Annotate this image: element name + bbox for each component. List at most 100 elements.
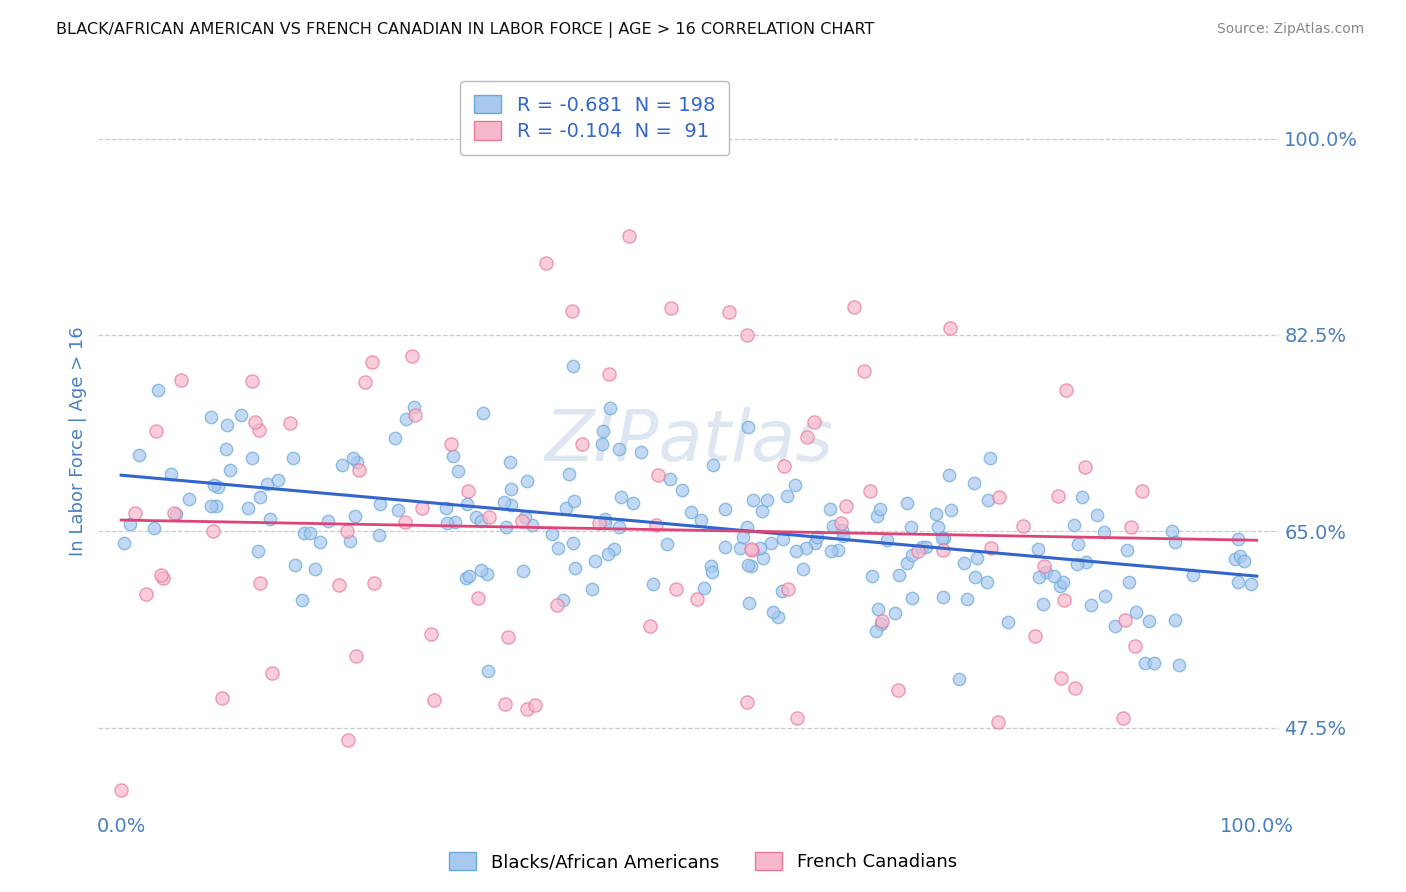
Point	[870, 616, 893, 631]
Point	[956, 592, 979, 607]
Point	[776, 582, 799, 596]
Point	[236, 500, 259, 515]
Point	[1223, 551, 1246, 566]
Point	[773, 459, 796, 474]
Point	[786, 710, 808, 724]
Point	[231, 408, 253, 422]
Point	[948, 672, 970, 686]
Point	[1074, 460, 1097, 475]
Point	[977, 493, 1000, 508]
Point	[591, 436, 613, 450]
Point	[900, 520, 922, 534]
Point	[1032, 558, 1054, 573]
Point	[741, 542, 763, 557]
Point	[177, 492, 200, 507]
Point	[387, 502, 409, 516]
Point	[766, 610, 789, 624]
Point	[516, 702, 538, 716]
Point	[401, 349, 423, 363]
Point	[354, 375, 377, 389]
Point	[775, 489, 797, 503]
Point	[761, 536, 783, 550]
Point	[240, 374, 263, 388]
Point	[997, 615, 1019, 629]
Point	[477, 664, 499, 678]
Point	[404, 409, 426, 423]
Point	[211, 691, 233, 706]
Point	[907, 543, 929, 558]
Point	[291, 593, 314, 607]
Point	[647, 468, 669, 483]
Point	[588, 516, 610, 530]
Point	[700, 559, 723, 574]
Point	[665, 582, 688, 596]
Point	[1163, 613, 1185, 627]
Point	[1032, 597, 1054, 611]
Point	[420, 627, 443, 641]
Point	[440, 437, 463, 451]
Point	[1112, 711, 1135, 725]
Point	[523, 698, 546, 712]
Point	[641, 577, 664, 591]
Point	[447, 464, 470, 478]
Point	[740, 558, 762, 573]
Point	[411, 500, 433, 515]
Point	[1071, 490, 1094, 504]
Point	[796, 430, 818, 444]
Point	[689, 513, 711, 527]
Point	[202, 478, 225, 492]
Point	[599, 401, 621, 415]
Point	[262, 665, 284, 680]
Point	[785, 544, 807, 558]
Point	[679, 505, 702, 519]
Point	[475, 567, 498, 582]
Point	[932, 542, 955, 557]
Point	[496, 631, 519, 645]
Point	[555, 500, 578, 515]
Point	[693, 581, 716, 595]
Point	[748, 541, 770, 556]
Point	[342, 450, 364, 465]
Point	[671, 483, 693, 498]
Point	[124, 506, 146, 520]
Point	[281, 451, 304, 466]
Point	[823, 519, 845, 533]
Point	[337, 733, 360, 747]
Point	[363, 576, 385, 591]
Point	[370, 497, 392, 511]
Point	[887, 568, 910, 582]
Point	[562, 494, 585, 508]
Point	[149, 567, 172, 582]
Point	[659, 301, 682, 315]
Legend: R = -0.681  N = 198, R = -0.104  N =  91: R = -0.681 N = 198, R = -0.104 N = 91	[460, 81, 728, 155]
Point	[495, 520, 517, 534]
Point	[938, 468, 960, 483]
Point	[657, 536, 679, 550]
Point	[842, 300, 865, 314]
Point	[1049, 579, 1071, 593]
Point	[110, 782, 132, 797]
Point	[658, 472, 681, 486]
Point	[865, 508, 887, 523]
Point	[204, 499, 226, 513]
Point	[901, 548, 924, 562]
Point	[896, 556, 918, 570]
Point	[831, 524, 853, 538]
Text: Source: ZipAtlas.com: Source: ZipAtlas.com	[1216, 22, 1364, 37]
Point	[1035, 565, 1057, 579]
Point	[827, 542, 849, 557]
Point	[472, 406, 495, 420]
Point	[218, 463, 240, 477]
Point	[1085, 508, 1108, 522]
Point	[718, 305, 741, 319]
Point	[963, 570, 986, 584]
Point	[558, 467, 581, 481]
Point	[394, 515, 416, 529]
Point	[457, 484, 479, 499]
Point	[128, 448, 150, 462]
Point	[478, 509, 501, 524]
Point	[344, 648, 367, 663]
Point	[515, 510, 537, 524]
Point	[243, 416, 266, 430]
Point	[883, 607, 905, 621]
